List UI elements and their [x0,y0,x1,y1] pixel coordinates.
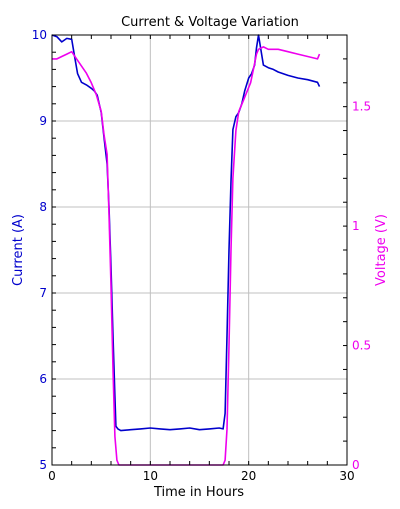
current-series-line [51,34,321,432]
x-axis-title: Time in Hours [153,485,244,500]
voltage-series-line [52,46,321,466]
chart-title: Current & Voltage Variation [121,15,299,30]
x-tick-label: 10 [143,469,158,483]
y-right-axis-title: Voltage (V) [374,214,389,286]
x-tick-label: 30 [339,469,354,483]
y-left-tick-label: 6 [39,372,47,386]
grid [51,34,348,466]
y-left-tick-label: 9 [39,114,47,128]
tick-layer: 0 10 20 30 5 6 7 8 9 10 0 0.5 1 1.5 [32,28,371,483]
x-tick-label: 0 [48,469,56,483]
y-right-tick-label: 1.5 [352,100,371,114]
y-left-tick-label: 5 [39,458,47,472]
series-layer [51,34,321,466]
plot-frame [51,34,348,466]
y-right-tick-label: 1 [352,219,360,233]
y-right-tick-label: 0 [352,458,360,472]
y-left-tick-label: 7 [39,286,47,300]
y-left-axis-title: Current (A) [11,214,26,286]
x-tick-label: 20 [241,469,256,483]
y-right-tick-label: 0.5 [352,339,371,353]
y-left-tick-label: 8 [39,200,47,214]
y-left-tick-label: 10 [32,28,47,42]
